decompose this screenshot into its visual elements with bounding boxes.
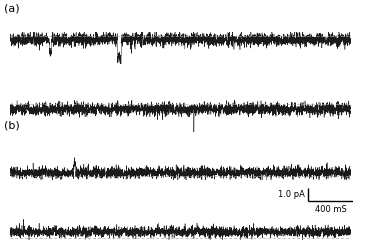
Text: (a): (a) xyxy=(4,4,20,14)
Text: (b): (b) xyxy=(4,121,20,131)
Text: 1.0 pA: 1.0 pA xyxy=(278,191,305,199)
Text: 400 mS: 400 mS xyxy=(315,205,346,214)
